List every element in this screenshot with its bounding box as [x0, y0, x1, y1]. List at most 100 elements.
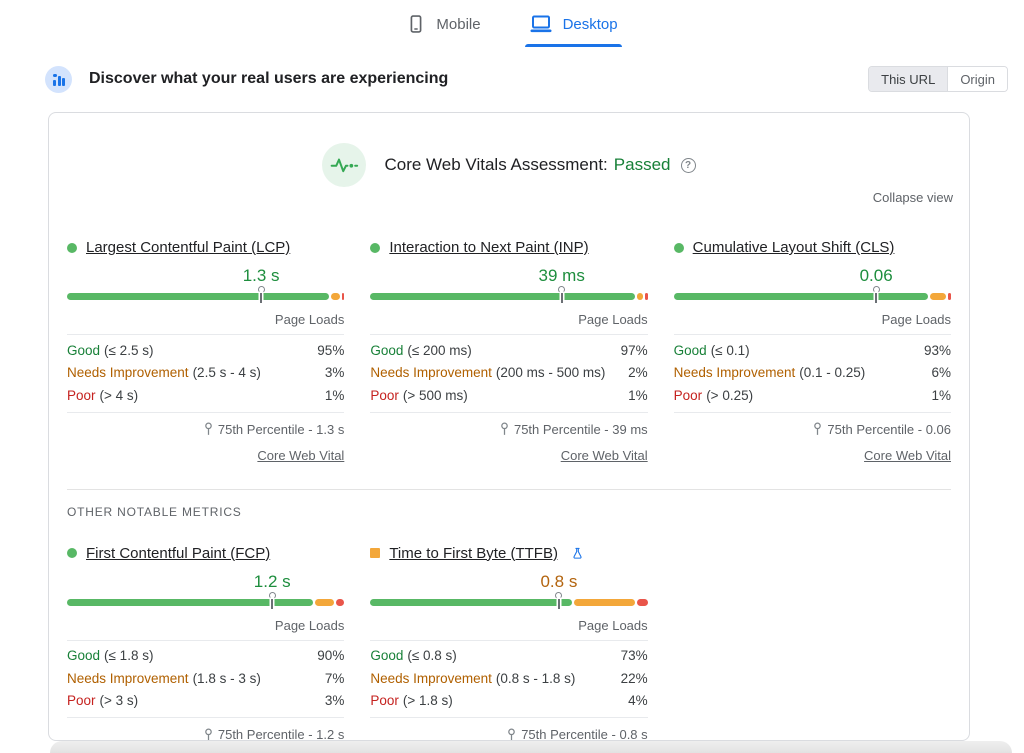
tab-mobile-label: Mobile — [436, 15, 481, 33]
collapse-view-link[interactable]: Collapse view — [872, 190, 953, 205]
field-data-header: Discover what your real users are experi… — [45, 64, 1008, 94]
pin-icon — [508, 728, 516, 740]
bar-ni-segment — [331, 293, 340, 300]
page-loads-header: Page Loads — [274, 312, 345, 327]
needs-improvement-row: Needs Improvement (0.1 - 0.25) 6% — [673, 365, 951, 380]
pin-icon — [205, 422, 212, 435]
good-row: Good (≤ 2.5 s) 95% — [67, 342, 345, 358]
percentile-row: 75th Percentile - 0.8 s — [370, 727, 648, 740]
bar-poor-segment — [336, 598, 345, 606]
pin-icon — [205, 728, 212, 740]
bar-good-segment — [370, 293, 636, 300]
divider — [673, 411, 951, 413]
distribution-bar — [370, 286, 648, 303]
metric-title-link[interactable]: Time to First Byte (TTFB) — [389, 544, 558, 562]
metric-fcp: First Contentful Paint (FCP) 1.2 s Page … — [67, 544, 345, 740]
other-notable-metrics-heading: OTHER NOTABLE METRICS — [67, 504, 242, 519]
tab-desktop[interactable]: Desktop — [524, 8, 622, 47]
divider — [370, 411, 648, 413]
device-tabbar: Mobile Desktop — [0, 0, 1024, 47]
bar-ni-segment — [315, 598, 335, 606]
real-users-chart-icon — [45, 65, 72, 93]
metric-value: 1.2 s — [253, 571, 291, 591]
section-divider — [67, 488, 951, 490]
needs-improvement-row: Needs Improvement (200 ms - 500 ms) 2% — [370, 365, 648, 380]
pulse-icon — [322, 143, 367, 187]
pin-icon — [814, 422, 822, 435]
tab-desktop-label: Desktop — [562, 15, 618, 33]
core-web-vital-link[interactable]: Core Web Vital — [257, 447, 345, 463]
divider — [673, 334, 951, 335]
metric-title-link[interactable]: Interaction to Next Paint (INP) — [389, 239, 589, 256]
bar-good-segment — [370, 598, 572, 606]
divider — [67, 411, 345, 413]
poor-row: Poor (> 500 ms) 1% — [370, 387, 648, 403]
divider — [67, 639, 345, 641]
metric-title-link[interactable]: Largest Contentful Paint (LCP) — [86, 239, 291, 256]
page-loads-header: Page Loads — [578, 617, 648, 633]
metric-value: 0.06 — [859, 266, 893, 285]
bar-ni-segment — [637, 293, 643, 300]
needs-improvement-row: Needs Improvement (1.8 s - 3 s) 7% — [67, 670, 345, 686]
core-web-vital-link[interactable]: Core Web Vital — [560, 447, 648, 463]
distribution-bar — [67, 591, 345, 609]
cwv-assessment-status: Passed — [613, 155, 671, 174]
field-data-card: Core Web Vitals Assessment: Passed ? Col… — [48, 112, 970, 741]
cwv-assessment-header: Core Web Vitals Assessment: Passed ? — [322, 143, 696, 187]
needs-improvement-row: Needs Improvement (0.8 s - 1.8 s) 22% — [370, 670, 648, 686]
distribution-bar — [370, 591, 648, 609]
percentile-row: 75th Percentile - 0.06 — [674, 422, 951, 437]
scope-toggle: This URL Origin — [868, 66, 1008, 92]
status-dot-icon — [370, 242, 381, 253]
metric-value: 39 ms — [538, 266, 585, 285]
metric-title-link[interactable]: First Contentful Paint (FCP) — [86, 544, 271, 562]
next-section-collapsed-bar[interactable] — [50, 741, 1012, 753]
pin-icon — [501, 422, 508, 435]
page-loads-header: Page Loads — [578, 312, 648, 327]
good-row: Good (≤ 0.8 s) 73% — [370, 648, 648, 663]
status-dot-icon — [67, 548, 77, 558]
cwv-assessment-label: Core Web Vitals Assessment: — [384, 155, 608, 174]
empty-column — [674, 545, 951, 741]
metric-ttfb: Time to First Byte (TTFB) 0.8 s — [370, 544, 648, 740]
distribution-bar — [67, 286, 345, 303]
percentile-row: 75th Percentile - 1.2 s — [67, 727, 344, 740]
divider — [370, 334, 648, 335]
poor-row: Poor (> 0.25) 1% — [673, 387, 951, 403]
percentile-row: 75th Percentile - 39 ms — [370, 422, 648, 437]
page-title: Discover what your real users are experi… — [89, 70, 449, 87]
tab-mobile[interactable]: Mobile — [402, 8, 484, 47]
poor-row: Poor (> 1.8 s) 4% — [370, 693, 648, 708]
cwv-assessment-title: Core Web Vitals Assessment: Passed ? — [384, 155, 696, 175]
status-dot-icon — [67, 242, 77, 253]
metric-lcp: Largest Contentful Paint (LCP) 1.3 s Pag… — [67, 239, 345, 465]
help-icon[interactable]: ? — [680, 157, 696, 173]
scope-this-url-button[interactable]: This URL — [869, 67, 949, 91]
core-web-vital-link[interactable]: Core Web Vital — [864, 447, 951, 463]
bar-ni-segment — [573, 598, 635, 606]
bar-poor-segment — [644, 293, 648, 300]
poor-row: Poor (> 4 s) 1% — [67, 387, 345, 403]
bar-poor-segment — [341, 293, 345, 300]
bar-poor-segment — [948, 293, 951, 300]
other-metrics-grid: First Contentful Paint (FCP) 1.2 s Page … — [49, 544, 969, 741]
metric-inp: Interaction to Next Paint (INP) 39 ms Pa… — [370, 239, 648, 465]
status-square-icon — [370, 548, 381, 558]
metric-value: 0.8 s — [540, 571, 578, 591]
bar-good-segment — [67, 598, 313, 606]
bar-ni-segment — [929, 293, 947, 300]
good-row: Good (≤ 1.8 s) 90% — [67, 648, 345, 663]
needs-improvement-row: Needs Improvement (2.5 s - 4 s) 3% — [67, 365, 345, 380]
experimental-flask-icon[interactable] — [571, 547, 584, 560]
scope-origin-button[interactable]: Origin — [948, 67, 1007, 91]
divider — [67, 717, 345, 718]
status-dot-icon — [673, 242, 684, 253]
distribution-bar — [673, 286, 951, 303]
bar-good-segment — [673, 293, 928, 300]
divider — [370, 717, 648, 718]
bar-poor-segment — [636, 598, 648, 606]
metric-cls: Cumulative Layout Shift (CLS) 0.06 Page … — [673, 239, 951, 465]
percentile-row: 75th Percentile - 1.3 s — [67, 422, 344, 437]
page-loads-header: Page Loads — [881, 312, 951, 327]
metric-title-link[interactable]: Cumulative Layout Shift (CLS) — [692, 239, 895, 256]
